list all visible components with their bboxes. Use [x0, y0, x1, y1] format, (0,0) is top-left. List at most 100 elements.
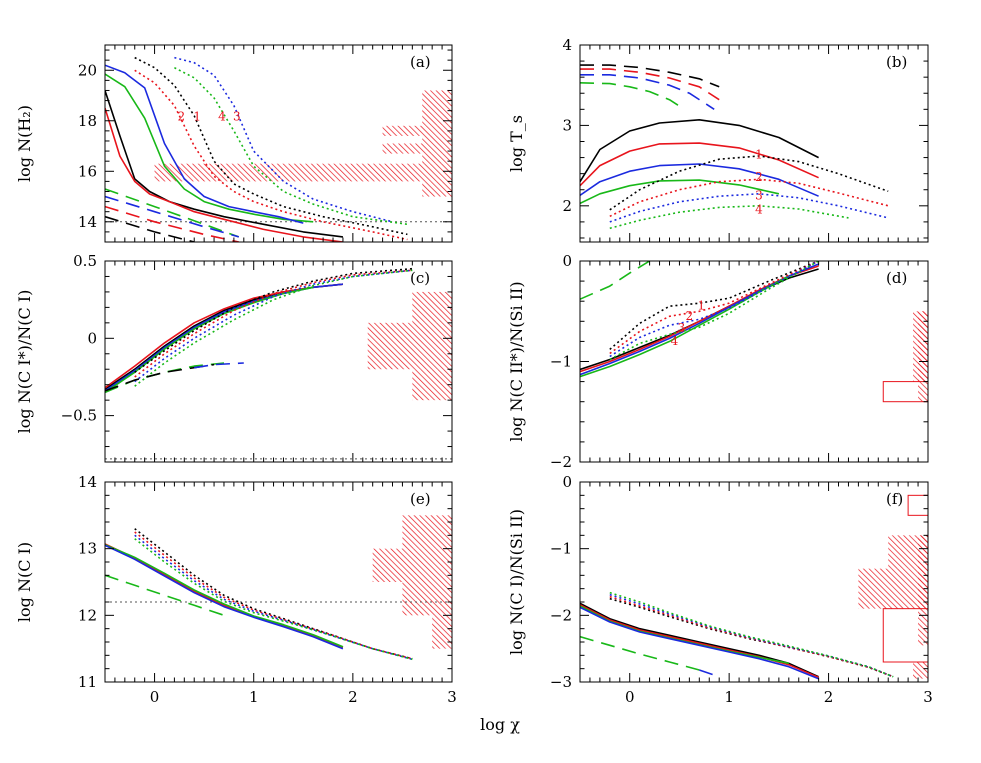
series-line-dashed — [580, 82, 685, 110]
histogram-bin — [382, 125, 452, 136]
panel-f: 0 1 2 3 −3 −2 −1 0 (f) log N(C I)/N(Si II) — [507, 473, 933, 706]
histogram-bin — [422, 153, 452, 164]
y-tick-label: 0 — [87, 329, 97, 347]
series-line-dotted — [609, 193, 889, 223]
series-line-dotted — [609, 261, 819, 361]
series-line-dotted — [609, 595, 894, 678]
series-line-dashed — [105, 215, 195, 242]
y-tick-label: −1 — [550, 540, 572, 558]
series-line-dotted — [609, 261, 819, 358]
histogram-bin — [422, 181, 452, 197]
y-tick-label: −1 — [550, 353, 572, 371]
series-line-solid — [580, 179, 780, 205]
series-line-dashed — [105, 195, 240, 238]
series-line-dotted — [134, 531, 413, 660]
series-line-solid — [105, 64, 304, 224]
plot-area — [105, 56, 452, 242]
series-line-dotted — [134, 534, 413, 661]
histogram-bin — [882, 381, 928, 403]
histogram-bin — [913, 662, 928, 679]
histogram-bin — [402, 582, 452, 616]
histogram-bin — [402, 515, 452, 549]
x-tick-label: 1 — [724, 688, 734, 706]
x-tick-label: 2 — [348, 688, 358, 706]
series-line-dashed — [194, 362, 244, 369]
series-line-dotted — [609, 597, 894, 678]
curve-number-label: 3 — [233, 109, 241, 123]
y-tick-label: −2 — [550, 606, 572, 624]
plot-area — [580, 494, 928, 680]
y-tick-label: 0 — [562, 252, 572, 270]
series-line-solid — [105, 283, 343, 389]
histogram-bin — [858, 568, 928, 609]
curve-number-label: 4 — [755, 202, 763, 216]
series-line-dotted — [134, 269, 413, 378]
y-tick-label: 2 — [562, 197, 572, 215]
curve-number-label: 2 — [755, 170, 763, 184]
series-line-solid — [580, 603, 819, 679]
y-tick-label: 13 — [78, 540, 97, 558]
y-tick-label: 14 — [78, 473, 97, 491]
series-line-dotted — [134, 269, 413, 387]
panel-tag: (c) — [410, 269, 430, 287]
y-axis-label: log T_s — [507, 115, 526, 172]
axes-frame — [579, 260, 929, 463]
y-tick-label: 0.5 — [73, 252, 97, 270]
series-line-dashed — [699, 669, 720, 678]
y-tick-label: 12 — [78, 606, 97, 624]
series-line-dashed — [580, 64, 720, 88]
curve-number-label: 1 — [193, 109, 201, 123]
y-tick-label: 11 — [78, 673, 97, 691]
y-axis-label: log N(C I)/N(Si II) — [507, 509, 526, 655]
series-line-dotted — [609, 593, 894, 678]
y-axis-label: log N(C I) — [15, 542, 34, 622]
series-line-dotted — [134, 538, 413, 661]
y-tick-label: 18 — [78, 112, 97, 130]
curve-number-label: 1 — [697, 299, 705, 313]
plot-area — [105, 515, 452, 661]
histogram-bin — [372, 548, 452, 582]
panel-tag: (f) — [886, 490, 903, 508]
y-axis-label: log N(C I*)/N(C I) — [15, 290, 34, 434]
series-line-dashed — [580, 68, 720, 101]
panel-tag: (e) — [410, 490, 431, 508]
plot-area — [105, 267, 452, 460]
histogram-bin — [382, 143, 452, 154]
series-line-solid — [105, 543, 344, 648]
x-tick-label: 0 — [625, 688, 635, 706]
histogram-bin — [412, 291, 452, 323]
histogram-bin — [907, 494, 928, 516]
plot-area — [580, 64, 889, 230]
histogram-bin — [432, 615, 452, 649]
histogram-bin — [918, 535, 928, 646]
series-line-solid — [580, 163, 819, 197]
series-line-solid — [105, 283, 343, 390]
x-tick-label: 2 — [824, 688, 834, 706]
curve-number-label: 1 — [755, 148, 763, 162]
y-tick-label: 14 — [78, 213, 97, 231]
series-line-dotted — [609, 155, 889, 211]
x-tick-label: 1 — [249, 688, 259, 706]
curve-number-label: 3 — [755, 189, 763, 203]
y-axis-label: log N(C II*)/N(Si II) — [507, 281, 526, 441]
axes-frame — [579, 481, 929, 683]
curve-number-label: 2 — [686, 309, 694, 323]
series-line-dashed — [105, 205, 239, 242]
plot-area — [580, 261, 928, 403]
histogram-bin — [422, 135, 452, 144]
series-line-solid — [105, 283, 343, 392]
axes-frame — [104, 44, 453, 243]
series-line-dotted — [609, 591, 894, 678]
axes-frame — [104, 481, 453, 683]
curve-number-label: 4 — [671, 334, 679, 348]
histogram-bin — [412, 369, 452, 401]
axes-frame — [104, 260, 453, 463]
x-tick-label: 3 — [447, 688, 457, 706]
curve-number-label: 3 — [678, 321, 686, 335]
y-tick-label: 20 — [78, 61, 97, 79]
